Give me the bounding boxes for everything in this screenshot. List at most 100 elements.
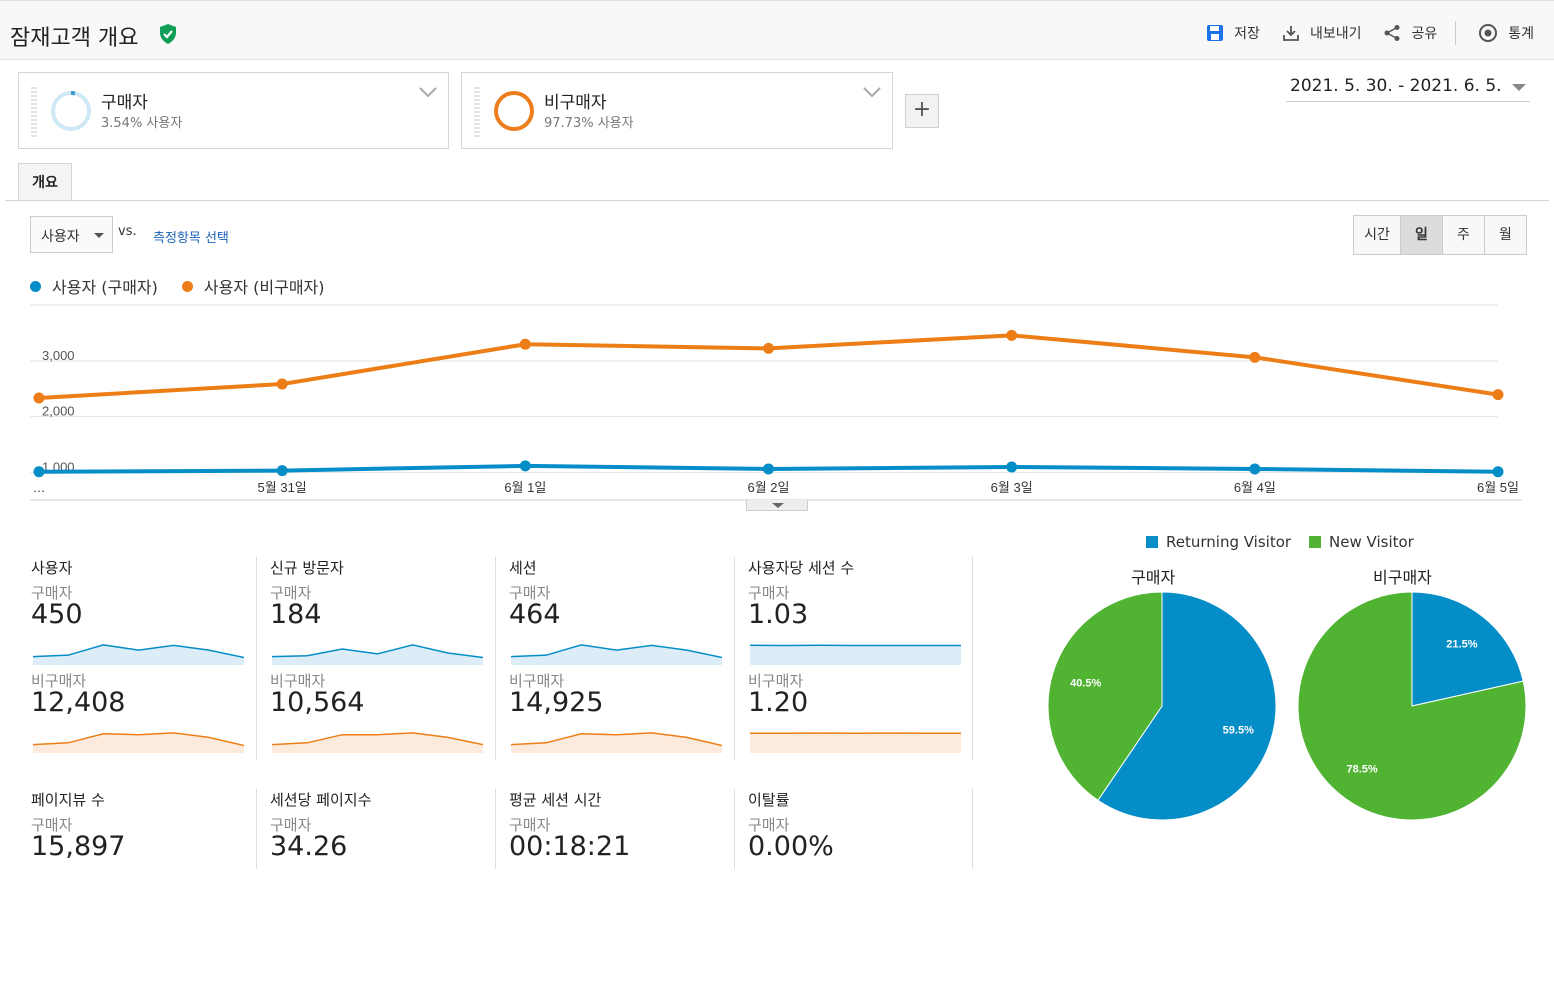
pie-label-returning: 59.5%	[1223, 724, 1254, 736]
data-point	[1493, 389, 1504, 400]
period-hour-button[interactable]: 시간	[1354, 216, 1400, 254]
tile-value: 1.20	[748, 687, 808, 718]
segment-name: 구매자	[101, 88, 148, 113]
report-header: 잠재고객 개요 저장 내보내기 공유	[0, 0, 1554, 60]
tile-value: 00:18:21	[509, 831, 630, 862]
y-tick-label: 3,000	[42, 348, 75, 363]
x-tick-label: 6월 3일	[991, 480, 1033, 495]
tile-value: 34.26	[270, 831, 347, 862]
segment-name: 비구매자	[544, 88, 607, 113]
segment-donut-icon	[492, 89, 536, 133]
sparkline	[511, 639, 722, 665]
tile-metric-name: 세션당 페이지수	[270, 789, 371, 810]
data-point	[34, 392, 45, 403]
tile-value: 1.03	[748, 599, 808, 630]
pie-chart-non-buyers: 21.5%78.5%	[1296, 592, 1528, 824]
x-tick-label: …	[33, 480, 46, 495]
add-segment-button[interactable]: +	[905, 94, 939, 128]
tile-value: 464	[509, 599, 561, 630]
metric-dropdown[interactable]: 사용자	[30, 216, 113, 253]
x-tick-label: 6월 5일	[1477, 480, 1519, 495]
legend-label: 사용자 (비구매자)	[204, 274, 325, 298]
legend-swatch	[1146, 536, 1158, 548]
pie-label-returning: 21.5%	[1446, 639, 1477, 651]
legend-marker	[182, 281, 193, 292]
tile-metric-name: 사용자	[31, 557, 72, 578]
pie-chart-buyers: 59.5% 40.5%	[1046, 592, 1278, 824]
legend-label: New Visitor	[1329, 533, 1414, 551]
pie-title-buyers: 구매자	[1131, 564, 1175, 588]
tile-metric-name: 페이지뷰 수	[31, 789, 105, 810]
save-icon	[1206, 24, 1224, 42]
chevron-down-icon[interactable]	[862, 85, 882, 99]
select-metric-link[interactable]: 측정항목 선택	[153, 227, 229, 246]
sparkline	[750, 639, 961, 665]
segment-drag-handle[interactable]	[474, 87, 480, 137]
data-point	[763, 343, 774, 354]
segment-card-non-buyers[interactable]: 비구매자 97.73% 사용자	[461, 72, 893, 149]
period-day-button[interactable]: 일	[1400, 216, 1442, 254]
legend-swatch	[1309, 536, 1321, 548]
tab-divider	[5, 200, 1549, 201]
save-button[interactable]: 저장	[1206, 23, 1260, 43]
insights-label: 통계	[1508, 23, 1534, 43]
x-tick-label: 6월 2일	[748, 480, 790, 495]
toolbar-divider	[1455, 21, 1456, 45]
chart-collapse-handle[interactable]	[746, 500, 808, 511]
pie-label-new: 40.5%	[1070, 678, 1101, 690]
data-point	[1006, 461, 1017, 472]
period-week-button[interactable]: 주	[1442, 216, 1484, 254]
tile-metric-name: 사용자당 세션 수	[748, 557, 854, 578]
sparkline	[750, 727, 961, 753]
caret-down-icon	[1512, 84, 1526, 91]
tile-value: 14,925	[509, 687, 603, 718]
segment-percent: 97.73% 사용자	[544, 112, 634, 131]
data-point	[34, 466, 45, 477]
x-tick-label: 5월 31일	[258, 480, 307, 495]
date-range-picker[interactable]: 2021. 5. 30. - 2021. 6. 5.	[1286, 72, 1530, 102]
legend-item-non-buyers: 사용자 (비구매자)	[182, 274, 325, 298]
chevron-down-icon[interactable]	[418, 85, 438, 99]
y-tick-label: 2,000	[42, 404, 75, 419]
share-button[interactable]: 공유	[1383, 23, 1437, 43]
data-point	[763, 463, 774, 474]
x-tick-label: 6월 1일	[504, 480, 546, 495]
data-point	[520, 339, 531, 350]
data-point	[1493, 466, 1504, 477]
pie-legend: Returning Visitor New Visitor	[1146, 533, 1432, 551]
pie-title-non-buyers: 비구매자	[1373, 564, 1432, 588]
sparkline-area	[750, 645, 961, 665]
sparkline	[33, 727, 244, 753]
segment-drag-handle[interactable]	[31, 87, 37, 137]
date-range-text: 2021. 5. 30. - 2021. 6. 5.	[1290, 76, 1502, 96]
tile-metric-name: 세션	[509, 557, 537, 578]
insights-icon	[1478, 23, 1498, 43]
metric-dropdown-value: 사용자	[41, 229, 80, 245]
export-label: 내보내기	[1310, 23, 1362, 43]
tile-value: 10,564	[270, 687, 364, 718]
data-point	[277, 465, 288, 476]
segment-card-buyers[interactable]: 구매자 3.54% 사용자	[18, 72, 449, 149]
tab-overview[interactable]: 개요	[18, 163, 72, 201]
pie-legend-returning: Returning Visitor	[1146, 533, 1291, 551]
data-point	[1006, 330, 1017, 341]
save-label: 저장	[1234, 23, 1260, 43]
segment-donut-icon	[49, 89, 93, 133]
export-icon	[1282, 24, 1300, 42]
header-toolbar: 저장 내보내기 공유 통계	[1184, 21, 1534, 45]
tile-value: 450	[31, 599, 83, 630]
share-icon	[1383, 24, 1401, 42]
period-month-button[interactable]: 월	[1484, 216, 1526, 254]
sparkline-area	[750, 733, 961, 753]
insights-button[interactable]: 통계	[1478, 23, 1534, 43]
export-button[interactable]: 내보내기	[1282, 23, 1362, 43]
sparkline-area	[272, 645, 483, 665]
